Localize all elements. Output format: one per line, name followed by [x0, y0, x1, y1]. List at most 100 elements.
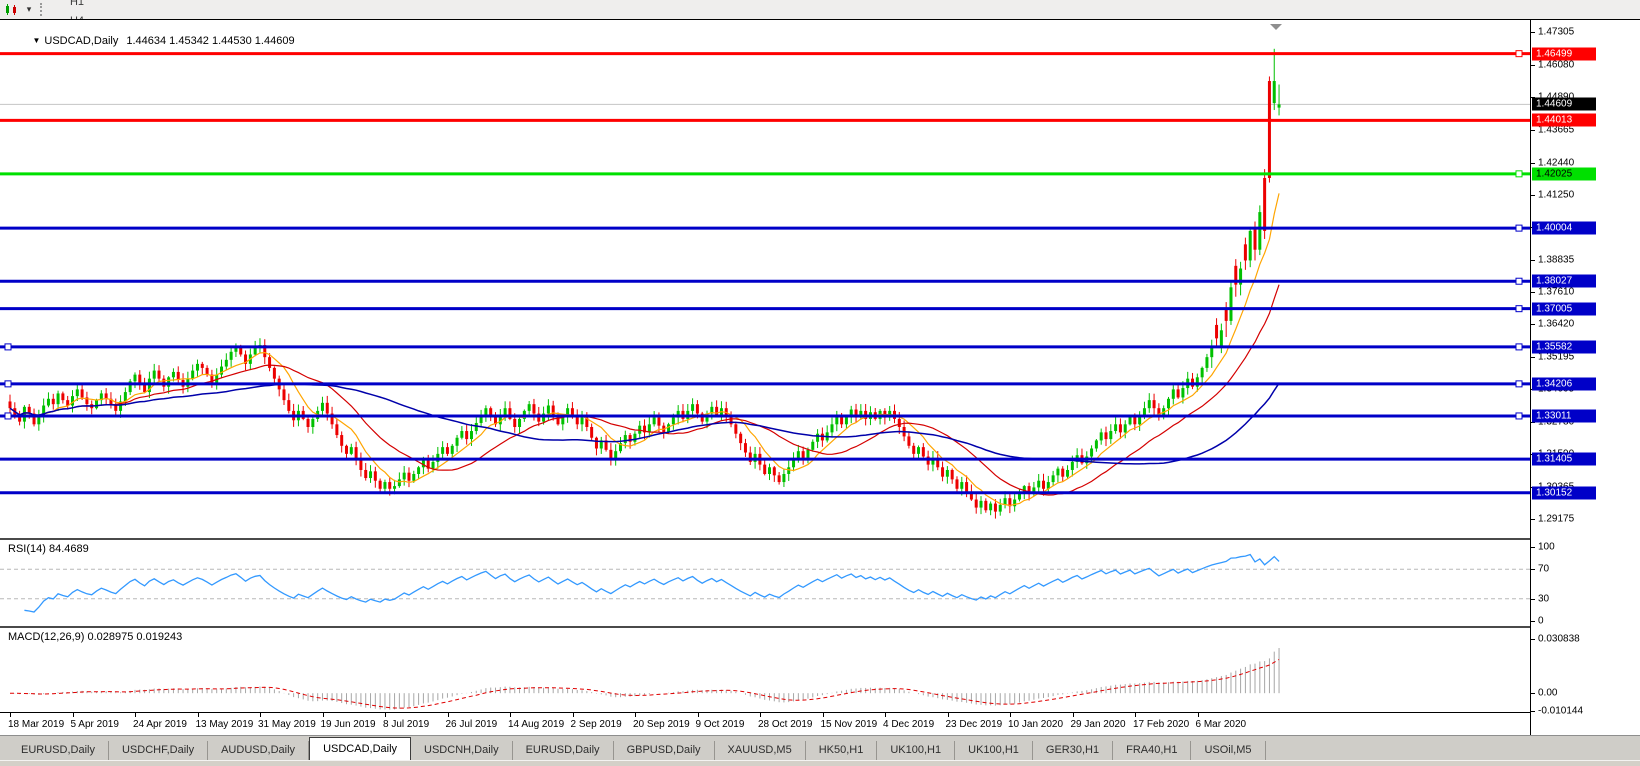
pane-separator[interactable]: [0, 626, 1640, 628]
chart-tabs: EURUSD,Daily USDCHF,Daily AUDUSD,Daily USDC…: [0, 735, 1640, 760]
price-tick-label: 1.42440: [1538, 157, 1575, 169]
rsi-line: [24, 553, 1280, 613]
date-label: 17 Feb 2020: [1133, 719, 1190, 730]
price-pane[interactable]: ▼ USDCAD,Daily 1.44634 1.45342 1.44530 1.4…: [0, 20, 1530, 538]
axis-tick: [1531, 547, 1535, 548]
line-handle[interactable]: [1515, 277, 1523, 285]
chart-tab-gbpusd-daily[interactable]: GBPUSD,Daily: [614, 741, 715, 760]
level-price-box: 1.44013: [1532, 113, 1596, 127]
axis-tick: [1531, 693, 1535, 695]
date-label: 10 Jan 2020: [1008, 719, 1064, 730]
chart-tab-usdcad-daily[interactable]: USDCAD,Daily: [309, 737, 412, 760]
chart-type-icon[interactable]: [2, 2, 22, 18]
date-label: 31 May 2019: [258, 719, 316, 730]
level-price-box: 1.42025: [1532, 167, 1596, 181]
chart-tab-usdcnh-daily[interactable]: USDCNH,Daily: [411, 741, 513, 760]
axis-tick: [1531, 569, 1535, 571]
level-price-box: 1.40004: [1532, 221, 1596, 235]
line-handle[interactable]: [4, 343, 12, 351]
chart-tab-uk100-h1[interactable]: UK100,H1: [955, 741, 1033, 760]
line-handle[interactable]: [1515, 380, 1523, 388]
macd-pane[interactable]: MACD(12,26,9) 0.028975 0.019243: [0, 628, 1530, 712]
axis-tick: [1531, 129, 1535, 131]
price-tick-label: 1.47305: [1538, 26, 1575, 38]
current-price-box: 1.44609: [1532, 97, 1596, 111]
chart-tab-eurusd-daily[interactable]: EURUSD,Daily: [513, 741, 614, 760]
date-label: 2 Sep 2019: [570, 719, 622, 730]
axis-tick: [1531, 324, 1535, 326]
time-axis-tick: [885, 713, 886, 717]
axis-tick: [1531, 162, 1535, 164]
time-axis-tick: [260, 713, 261, 717]
level-price-box: 1.31405: [1532, 452, 1596, 466]
date-label: 15 Nov 2019: [820, 719, 878, 730]
line-handle[interactable]: [1515, 170, 1523, 178]
price-tick-label: 1.37610: [1538, 286, 1575, 298]
price-tick-label: 1.46080: [1538, 59, 1575, 71]
chart-ohlc-values: 1.44634 1.45342 1.44530 1.44609: [126, 35, 295, 47]
dropdown-caret-icon[interactable]: ▾: [26, 4, 32, 14]
chart-tab-ger30-h1[interactable]: GER30,H1: [1033, 741, 1114, 760]
line-handle[interactable]: [1515, 305, 1523, 313]
rsi-pane[interactable]: RSI(14) 84.4689: [0, 540, 1530, 626]
chart-tab-hk50-h1[interactable]: HK50,H1: [806, 741, 878, 760]
candlestick-chart-icon: [6, 3, 16, 15]
date-label: 29 Jan 2020: [1070, 719, 1126, 730]
axis-tick: [1531, 621, 1535, 622]
toolbar-grip[interactable]: [40, 3, 47, 16]
time-axis-tick: [1135, 713, 1136, 717]
price-chart-canvas[interactable]: [0, 20, 1530, 538]
date-label: 5 Apr 2019: [70, 719, 119, 730]
line-handle[interactable]: [1515, 412, 1523, 420]
date-label: 18 Mar 2019: [8, 719, 65, 730]
date-label: 26 Jul 2019: [445, 719, 498, 730]
level-price-box: 1.37005: [1532, 302, 1596, 316]
time-axis[interactable]: 18 Mar 2019 5 Apr 2019 24 Apr 2019 13 May 2…: [0, 712, 1530, 737]
chart-tab-xauusd-m5[interactable]: XAUUSD,M5: [715, 741, 806, 760]
time-axis-tick: [572, 713, 574, 717]
line-handle[interactable]: [4, 380, 12, 388]
macd-canvas[interactable]: [0, 628, 1530, 712]
chart-tab-usoil-m5[interactable]: USOil,M5: [1191, 741, 1266, 760]
timeframe-button-h1[interactable]: H1: [69, 0, 85, 8]
line-handle[interactable]: [1515, 343, 1523, 351]
level-price-box: 1.30152: [1532, 486, 1596, 500]
time-axis-tick: [322, 713, 324, 717]
macd-axis-label: 0.00: [1538, 687, 1558, 699]
axis-tick: [1531, 64, 1535, 66]
level-price-box: 1.35582: [1532, 340, 1596, 354]
level-price-box: 1.33011: [1532, 409, 1596, 423]
chart-tab-usdchf-daily[interactable]: USDCHF,Daily: [109, 741, 209, 760]
price-tick-label: 1.36420: [1538, 318, 1575, 330]
time-axis-tick: [760, 713, 761, 717]
ma-mid-line: [9, 284, 1280, 496]
line-handle[interactable]: [1515, 224, 1523, 232]
macd-axis-label: -0.010144: [1538, 705, 1584, 717]
axis-tick: [1531, 639, 1535, 640]
time-axis-tick: [1072, 713, 1074, 717]
date-label: 20 Sep 2019: [633, 719, 690, 730]
time-axis-tick: [1010, 713, 1011, 717]
price-axis[interactable]: 1.47305 1.46080 1.44890 1.43665 1.42440 1.412…: [1530, 20, 1640, 736]
axis-tick: [1531, 422, 1535, 424]
axis-tick: [1531, 519, 1535, 520]
line-handle[interactable]: [1515, 50, 1523, 58]
collapse-icon[interactable]: ▼: [32, 36, 41, 45]
time-axis-tick: [822, 713, 824, 717]
axis-tick: [1531, 32, 1535, 33]
date-label: 14 Aug 2019: [508, 719, 565, 730]
chart-tab-fra40-h1[interactable]: FRA40,H1: [1113, 741, 1192, 760]
price-tick-label: 1.43665: [1538, 124, 1575, 136]
pane-separator[interactable]: [0, 538, 1640, 540]
time-axis-tick: [10, 713, 11, 717]
macd-label: MACD(12,26,9) 0.028975 0.019243: [8, 631, 183, 643]
date-label: 13 May 2019: [195, 719, 254, 730]
chart-shift-marker[interactable]: [1270, 24, 1282, 30]
rsi-canvas[interactable]: [0, 540, 1530, 626]
line-handle[interactable]: [4, 412, 12, 420]
date-label: 8 Jul 2019: [383, 719, 430, 730]
level-price-box: 1.34206: [1532, 377, 1596, 391]
chart-tab-eurusd-daily[interactable]: EURUSD,Daily: [8, 741, 109, 760]
chart-tab-audusd-daily[interactable]: AUDUSD,Daily: [208, 741, 310, 760]
chart-tab-uk100-h1[interactable]: UK100,H1: [877, 741, 956, 760]
